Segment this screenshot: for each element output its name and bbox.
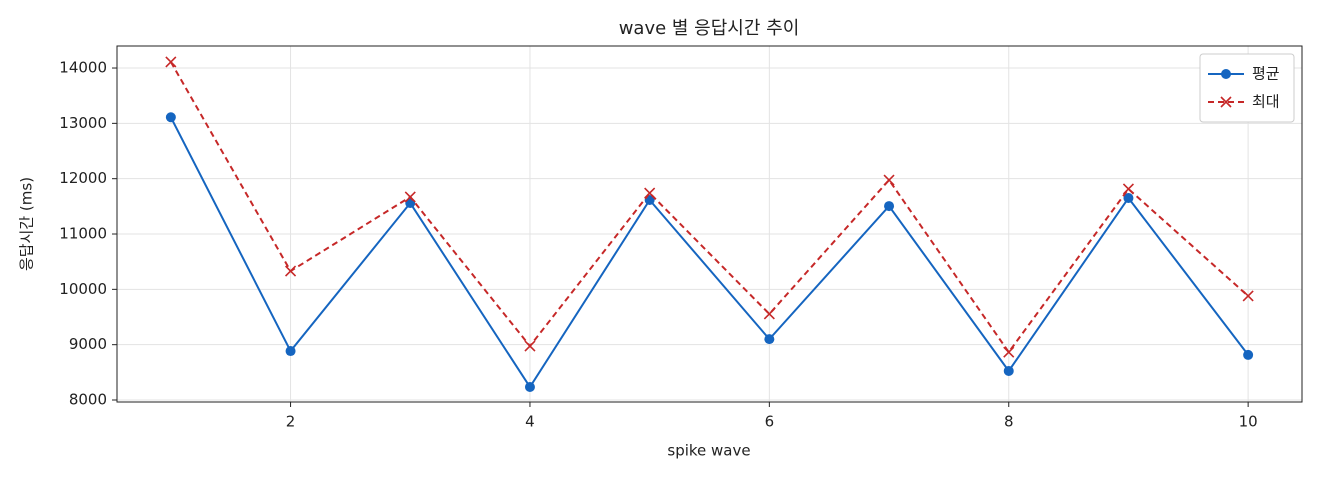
data-point — [1243, 349, 1254, 360]
y-tick-label: 9000 — [69, 335, 107, 353]
data-point — [1003, 365, 1014, 376]
data-point — [524, 340, 536, 352]
data-point — [764, 334, 775, 345]
y-tick-label: 8000 — [69, 391, 107, 409]
legend-label: 최대 — [1252, 93, 1280, 111]
x-tick-label: 4 — [525, 413, 535, 431]
data-point — [524, 382, 535, 393]
data-point — [1123, 193, 1134, 204]
data-point — [644, 187, 656, 199]
x-tick-label: 6 — [765, 413, 775, 431]
data-point — [763, 308, 775, 320]
x-tick-label: 2 — [286, 413, 296, 431]
y-tick-label: 14000 — [59, 59, 107, 77]
legend-marker — [1221, 69, 1231, 79]
y-axis-label: 응답시간 (ms) — [18, 177, 36, 271]
chart-title: wave 별 응답시간 추이 — [619, 18, 800, 39]
y-tick-label: 12000 — [59, 169, 107, 187]
legend-label: 평균 — [1252, 65, 1280, 83]
data-point — [1003, 346, 1015, 358]
y-tick-label: 11000 — [59, 225, 107, 243]
plot-frame — [116, 45, 1303, 403]
y-tick-label: 13000 — [59, 114, 107, 132]
x-tick-label: 10 — [1239, 413, 1258, 431]
legend-marker — [1220, 96, 1232, 108]
y-tick-label: 10000 — [59, 280, 107, 298]
data-point — [404, 191, 416, 203]
data-point — [165, 112, 176, 123]
data-point — [883, 174, 895, 186]
data-point — [284, 265, 297, 277]
data-point — [1242, 290, 1254, 302]
x-axis-label: spike wave — [667, 442, 750, 460]
data-point — [165, 56, 177, 68]
legend-box — [1199, 53, 1295, 123]
series-line — [169, 116, 1249, 389]
x-tick-label: 8 — [1004, 413, 1014, 431]
data-point — [1122, 183, 1135, 195]
data-point — [285, 346, 296, 357]
data-point — [884, 201, 895, 212]
series-line — [169, 61, 1249, 354]
